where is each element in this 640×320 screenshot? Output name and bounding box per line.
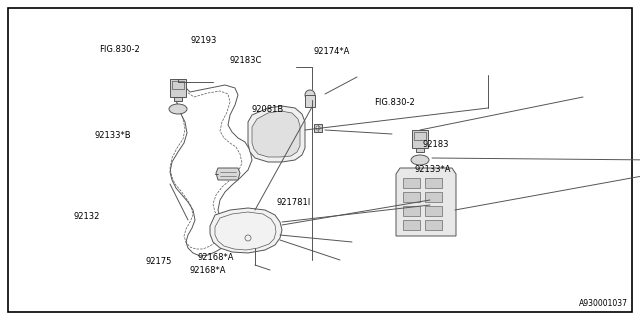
Polygon shape bbox=[425, 178, 442, 188]
Text: 92133*A: 92133*A bbox=[415, 165, 451, 174]
Text: 92183: 92183 bbox=[422, 140, 449, 149]
Text: FIG.830-2: FIG.830-2 bbox=[99, 45, 140, 54]
Circle shape bbox=[316, 126, 320, 130]
Polygon shape bbox=[210, 208, 282, 253]
Text: 92133*B: 92133*B bbox=[95, 131, 131, 140]
Text: 921781I: 921781I bbox=[276, 198, 311, 207]
Circle shape bbox=[305, 90, 315, 100]
Text: 92132: 92132 bbox=[74, 212, 100, 220]
Text: FIG.830-2: FIG.830-2 bbox=[374, 98, 415, 107]
Text: 92175: 92175 bbox=[146, 257, 172, 266]
Text: 92174*A: 92174*A bbox=[314, 47, 350, 56]
Text: 92168*A: 92168*A bbox=[197, 253, 234, 262]
Text: A930001037: A930001037 bbox=[579, 299, 628, 308]
Ellipse shape bbox=[411, 155, 429, 165]
Polygon shape bbox=[170, 79, 186, 97]
Polygon shape bbox=[403, 192, 420, 202]
Polygon shape bbox=[403, 206, 420, 216]
Polygon shape bbox=[396, 168, 456, 236]
Text: 92081B: 92081B bbox=[252, 105, 284, 114]
Polygon shape bbox=[248, 106, 305, 162]
Polygon shape bbox=[174, 97, 182, 101]
Polygon shape bbox=[412, 130, 428, 148]
Polygon shape bbox=[425, 220, 442, 230]
Polygon shape bbox=[314, 124, 322, 132]
Polygon shape bbox=[425, 206, 442, 216]
Ellipse shape bbox=[169, 104, 187, 114]
Text: 92193: 92193 bbox=[191, 36, 217, 44]
Polygon shape bbox=[403, 220, 420, 230]
Text: 92168*A: 92168*A bbox=[189, 266, 226, 275]
Polygon shape bbox=[216, 168, 240, 180]
Polygon shape bbox=[403, 178, 420, 188]
Polygon shape bbox=[252, 111, 300, 157]
Text: 92183C: 92183C bbox=[229, 56, 262, 65]
Polygon shape bbox=[305, 95, 315, 107]
Polygon shape bbox=[425, 192, 442, 202]
Polygon shape bbox=[416, 148, 424, 152]
